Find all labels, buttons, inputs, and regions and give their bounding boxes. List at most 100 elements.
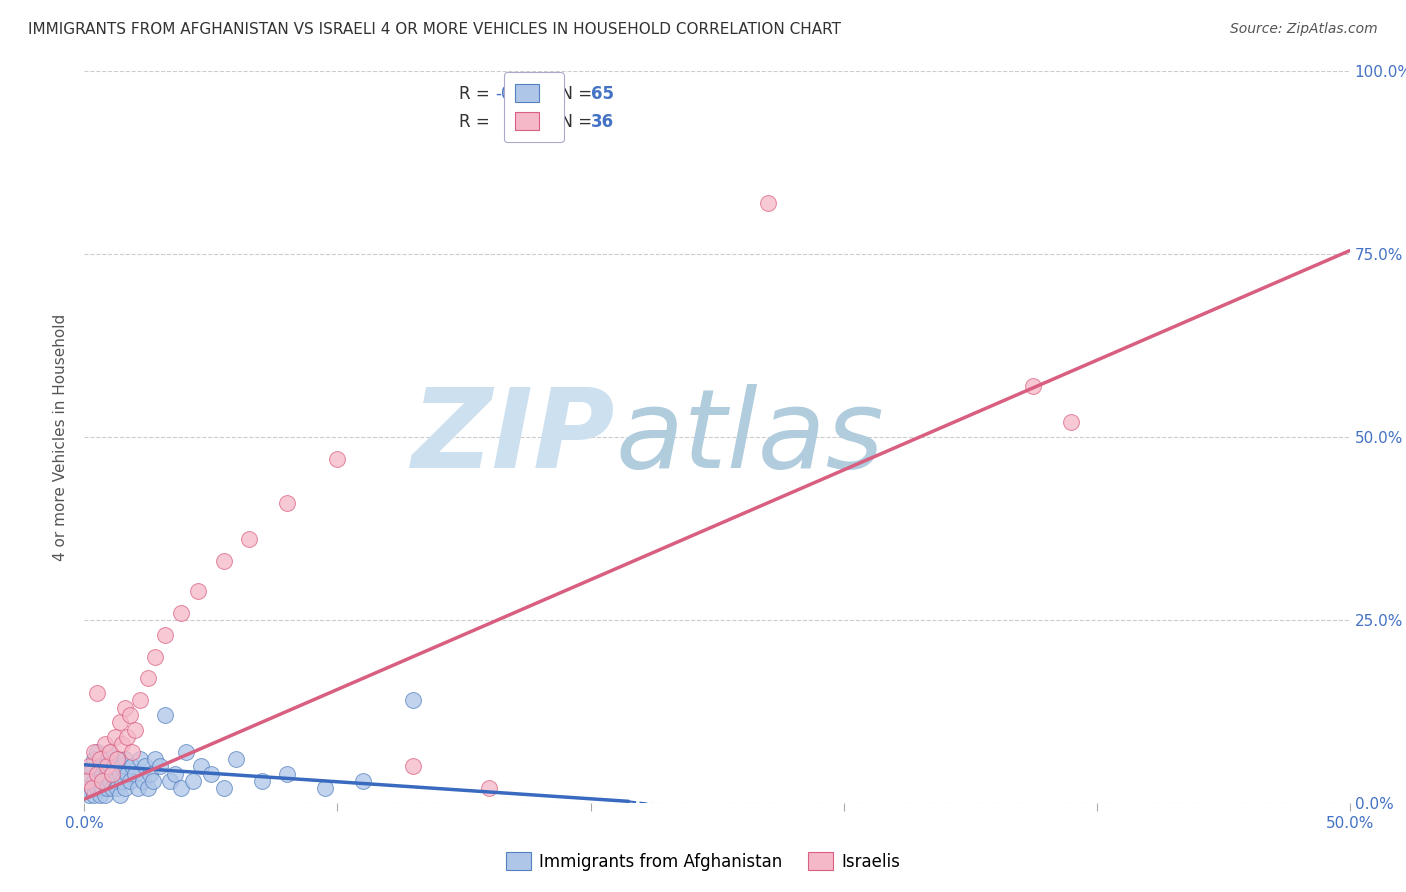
Point — [80, 759, 103, 773]
Point — [117, 766, 139, 780]
Text: N =: N = — [550, 113, 598, 131]
Legend: Immigrants from Afghanistan, Israelis: Immigrants from Afghanistan, Israelis — [498, 844, 908, 880]
Point — [174, 745, 197, 759]
Point — [89, 789, 111, 803]
Point — [93, 737, 115, 751]
Point — [104, 773, 127, 788]
Point — [117, 730, 139, 744]
Point — [114, 700, 136, 714]
Point — [79, 759, 101, 773]
Point — [96, 766, 118, 780]
Point — [86, 781, 108, 796]
Point — [225, 752, 247, 766]
Y-axis label: 4 or more Vehicles in Household: 4 or more Vehicles in Household — [53, 313, 69, 561]
Point — [402, 759, 425, 773]
Point — [89, 752, 111, 766]
Point — [129, 693, 152, 707]
Point — [83, 752, 105, 766]
Point — [134, 759, 156, 773]
Point — [91, 781, 114, 796]
Text: -0.273: -0.273 — [496, 85, 548, 103]
Point — [124, 766, 146, 780]
Point — [276, 766, 298, 780]
Point — [76, 773, 98, 788]
Point — [131, 773, 153, 788]
Point — [93, 789, 115, 803]
Text: 36: 36 — [591, 113, 613, 131]
Point — [124, 723, 146, 737]
Point — [212, 554, 235, 568]
Point — [114, 781, 136, 796]
Point — [352, 773, 374, 788]
Point — [1060, 416, 1083, 430]
Point — [80, 781, 103, 796]
Point — [190, 759, 212, 773]
Point — [101, 766, 124, 780]
Point — [108, 789, 131, 803]
Point — [105, 752, 128, 766]
Point — [93, 759, 115, 773]
Point — [89, 773, 111, 788]
Point — [105, 781, 128, 796]
Point — [187, 583, 209, 598]
Point — [83, 773, 105, 788]
Point — [98, 773, 121, 788]
Point — [86, 766, 108, 780]
Point — [96, 781, 118, 796]
Point — [98, 745, 121, 759]
Point — [169, 606, 191, 620]
Point — [118, 708, 141, 723]
Point — [101, 766, 124, 780]
Point — [91, 773, 114, 788]
Point — [114, 752, 136, 766]
Point — [80, 781, 103, 796]
Point — [104, 759, 127, 773]
Point — [96, 759, 118, 773]
Point — [756, 196, 779, 211]
Point — [139, 766, 162, 780]
Text: ZIP: ZIP — [412, 384, 616, 491]
Point — [478, 781, 501, 796]
Point — [142, 773, 165, 788]
Point — [108, 766, 131, 780]
Point — [121, 745, 143, 759]
Point — [181, 773, 204, 788]
Point — [149, 759, 172, 773]
Text: Source: ZipAtlas.com: Source: ZipAtlas.com — [1230, 22, 1378, 37]
Point — [136, 672, 159, 686]
Point — [165, 766, 187, 780]
Legend: , : , — [503, 72, 564, 142]
Text: atlas: atlas — [616, 384, 884, 491]
Point — [108, 715, 131, 730]
Point — [121, 759, 143, 773]
Text: IMMIGRANTS FROM AFGHANISTAN VS ISRAELI 4 OR MORE VEHICLES IN HOUSEHOLD CORRELATI: IMMIGRANTS FROM AFGHANISTAN VS ISRAELI 4… — [28, 22, 841, 37]
Point — [129, 752, 152, 766]
Point — [86, 745, 108, 759]
Point — [83, 789, 105, 803]
Point — [212, 781, 235, 796]
Point — [1022, 379, 1045, 393]
Point — [314, 781, 336, 796]
Point — [136, 781, 159, 796]
Point — [101, 781, 124, 796]
Point — [276, 496, 298, 510]
Point — [79, 789, 101, 803]
Point — [155, 627, 177, 641]
Point — [155, 708, 177, 723]
Point — [86, 766, 108, 780]
Text: R =: R = — [458, 113, 501, 131]
Point — [238, 533, 260, 547]
Point — [105, 752, 128, 766]
Point — [98, 759, 121, 773]
Point — [83, 745, 105, 759]
Point — [169, 781, 191, 796]
Point — [93, 773, 115, 788]
Text: R =: R = — [458, 85, 495, 103]
Point — [402, 693, 425, 707]
Point — [143, 752, 166, 766]
Point — [111, 773, 134, 788]
Point — [200, 766, 222, 780]
Text: 65: 65 — [591, 85, 613, 103]
Text: N =: N = — [550, 85, 598, 103]
Text: 0.888: 0.888 — [503, 113, 551, 131]
